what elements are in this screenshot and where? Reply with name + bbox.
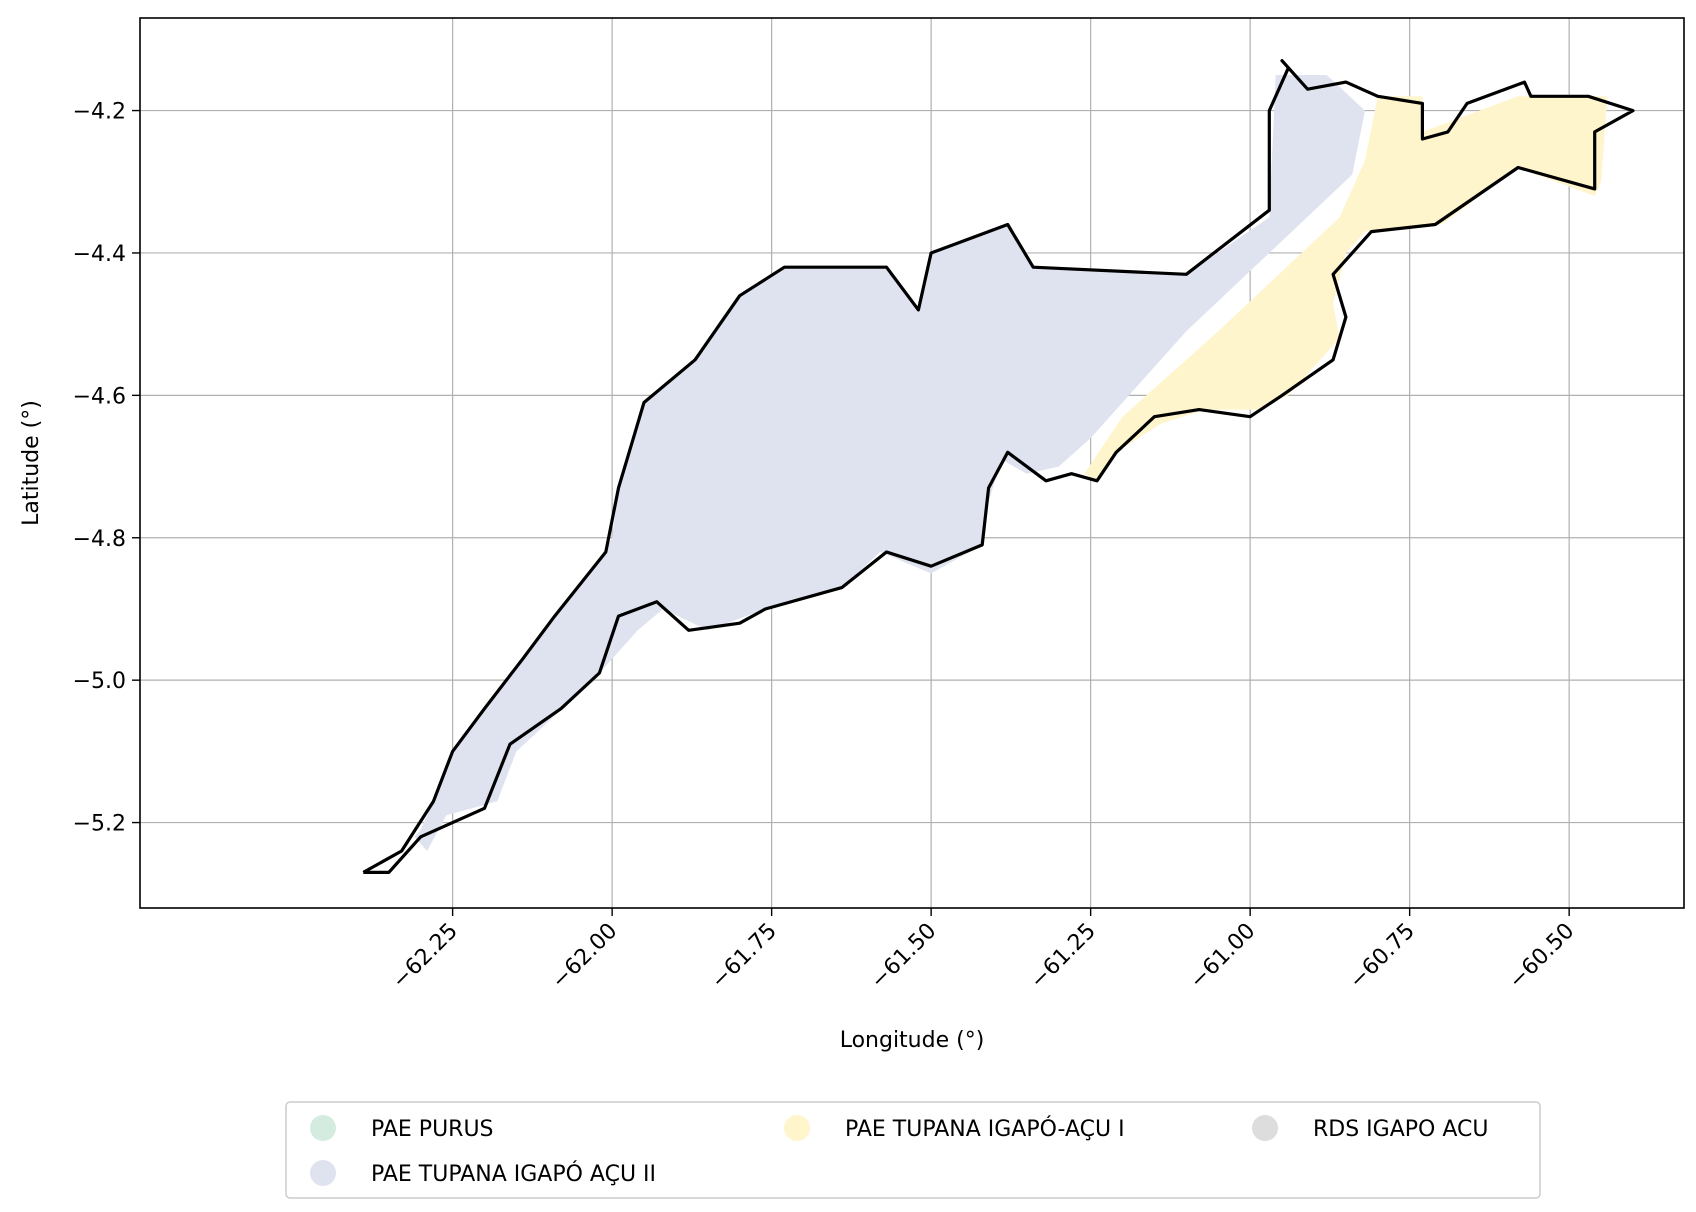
legend-label: PAE TUPANA IGAPÓ AÇU II — [371, 1161, 656, 1187]
y-tick-label: −5.2 — [73, 812, 126, 837]
legend-label: PAE TUPANA IGAPÓ-AÇU I — [845, 1116, 1125, 1142]
outline-path — [362, 59, 1635, 875]
plot-frame — [139, 17, 1685, 909]
x-ticks: −62.25 −62.00 −61.75 −61.50 −61.25 −61.00 −60.… — [388, 908, 1579, 994]
y-tick-label: −5.0 — [73, 669, 126, 694]
legend-label: PAE PURUS — [371, 1117, 494, 1142]
y-axis-title: Latitude (°) — [19, 400, 44, 526]
x-tick-label: −62.00 — [547, 919, 622, 994]
region-pae-tupana-igap-a-u-i — [1084, 96, 1608, 481]
x-tick-label: −60.75 — [1345, 919, 1420, 994]
x-tick-label: −61.50 — [866, 919, 941, 994]
gridlines — [140, 18, 1684, 908]
region-pae-tupana-igap-a-u-ii — [401, 75, 1366, 851]
legend-marker — [1252, 1115, 1278, 1141]
legend-label: RDS IGAPO ACU — [1313, 1117, 1488, 1142]
y-ticks: −4.2 −4.4 −4.6 −4.8 −5.0 −5.2 — [73, 100, 140, 837]
x-axis-title: Longitude (°) — [840, 1028, 985, 1053]
x-tick-label: −62.25 — [388, 919, 463, 994]
legend: PAE PURUS PAE TUPANA IGAPÓ AÇU II PAE TUPA… — [285, 1101, 1541, 1199]
x-tick-label: −61.25 — [1026, 919, 1101, 994]
y-tick-label: −4.6 — [73, 384, 126, 409]
x-tick-label: −61.00 — [1185, 919, 1260, 994]
y-tick-label: −4.4 — [73, 242, 126, 267]
y-tick-label: −4.2 — [73, 100, 126, 125]
legend-marker — [784, 1115, 810, 1141]
x-tick-label: −60.50 — [1504, 919, 1579, 994]
legend-marker — [310, 1160, 336, 1186]
legend-box — [285, 1101, 1541, 1199]
legend-marker — [310, 1115, 336, 1141]
x-tick-label: −61.75 — [707, 919, 782, 994]
region-polygons — [401, 75, 1608, 851]
boundary-outline — [362, 59, 1635, 875]
y-tick-label: −4.8 — [73, 527, 126, 552]
